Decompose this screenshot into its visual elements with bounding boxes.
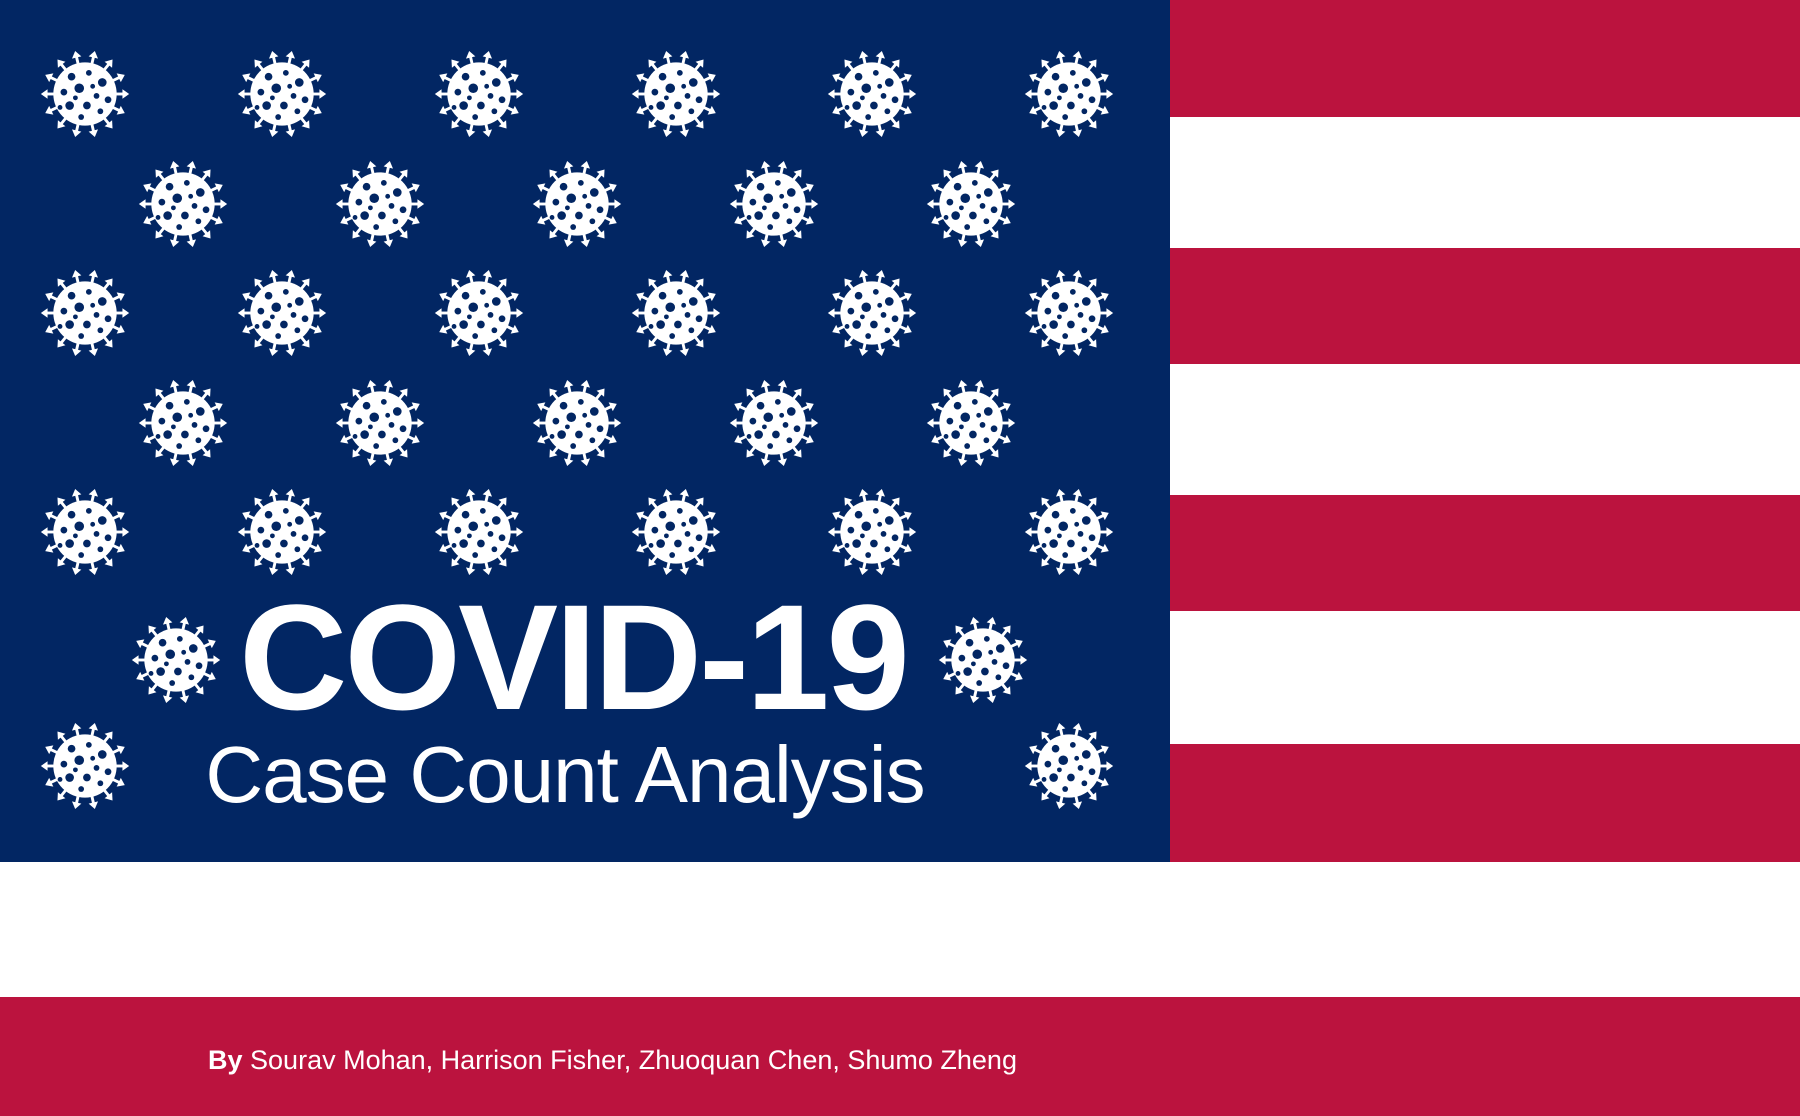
coronavirus-icon — [37, 718, 133, 814]
coronavirus-icon — [1021, 265, 1117, 361]
coronavirus-icon — [1021, 46, 1117, 142]
white-stripe — [0, 862, 1800, 997]
coronavirus-icon — [135, 156, 231, 252]
coronavirus-icon — [332, 375, 428, 471]
coronavirus-icon — [529, 156, 625, 252]
coronavirus-icon — [128, 612, 224, 708]
coronavirus-icon — [234, 265, 330, 361]
coronavirus-icon — [824, 265, 920, 361]
coronavirus-icon — [135, 375, 231, 471]
canton: COVID-19 Case Count Analysis — [0, 0, 1170, 862]
coronavirus-icon — [628, 265, 724, 361]
coronavirus-icon — [37, 484, 133, 580]
coronavirus-icon — [726, 156, 822, 252]
virus-grid — [37, 46, 1117, 814]
coronavirus-icon — [935, 612, 1031, 708]
coronavirus-icon — [1021, 718, 1117, 814]
coronavirus-icon — [628, 484, 724, 580]
byline: By Sourav Mohan, Harrison Fisher, Zhuoqu… — [208, 1043, 1017, 1077]
coronavirus-icon — [431, 46, 527, 142]
byline-prefix: By — [208, 1045, 243, 1075]
coronavirus-icon — [628, 46, 724, 142]
coronavirus-icon — [824, 484, 920, 580]
coronavirus-icon — [923, 156, 1019, 252]
coronavirus-icon — [431, 265, 527, 361]
coronavirus-icon — [1021, 484, 1117, 580]
coronavirus-icon — [37, 265, 133, 361]
coronavirus-icon — [529, 375, 625, 471]
red-stripe — [0, 997, 1800, 1116]
coronavirus-icon — [923, 375, 1019, 471]
main-title: COVID-19 — [239, 573, 910, 741]
coronavirus-icon — [37, 46, 133, 142]
coronavirus-icon — [431, 484, 527, 580]
subtitle: Case Count Analysis — [0, 730, 1170, 820]
subtitle-text: Case Count Analysis — [205, 730, 925, 819]
title-block: COVID-19 — [0, 582, 1170, 732]
coronavirus-icon — [332, 156, 428, 252]
coronavirus-icon — [726, 375, 822, 471]
coronavirus-icon — [234, 484, 330, 580]
coronavirus-icon — [234, 46, 330, 142]
byline-authors: Sourav Mohan, Harrison Fisher, Zhuoquan … — [250, 1045, 1017, 1075]
coronavirus-icon — [824, 46, 920, 142]
